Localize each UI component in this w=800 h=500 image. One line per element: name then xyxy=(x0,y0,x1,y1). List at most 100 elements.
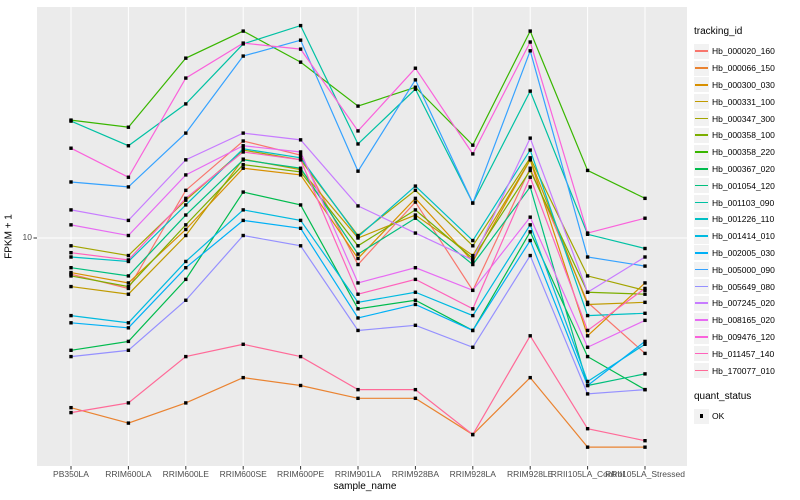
x-axis-title: sample_name xyxy=(333,481,397,492)
data-point xyxy=(241,190,245,194)
legend-line-swatch xyxy=(695,302,708,304)
data-point xyxy=(298,203,303,207)
data-point xyxy=(69,180,73,184)
data-point xyxy=(126,326,131,330)
data-point xyxy=(471,238,475,243)
data-point xyxy=(585,426,590,431)
legend-item: Hb_170077_010 xyxy=(694,362,800,379)
legend-item: Hb_001414_010 xyxy=(694,228,800,245)
legend-item: Hb_002005_030 xyxy=(694,245,800,262)
legend-line-swatch xyxy=(695,167,708,170)
data-point xyxy=(184,213,188,217)
data-point xyxy=(471,258,475,262)
data-point xyxy=(643,264,647,268)
data-point xyxy=(471,345,475,349)
data-point xyxy=(471,201,475,205)
x-tick-label: RRIM928LA xyxy=(449,469,496,479)
quant-ok-label: OK xyxy=(712,411,725,422)
legend-line-swatch xyxy=(695,369,708,372)
data-point xyxy=(126,185,131,189)
data-point xyxy=(241,218,245,223)
data-point xyxy=(126,125,131,129)
data-point xyxy=(356,316,360,320)
legend-item: Hb_000331_100 xyxy=(694,93,800,110)
data-point xyxy=(184,354,188,359)
data-point xyxy=(585,392,590,396)
data-point xyxy=(356,204,360,208)
data-point xyxy=(241,139,245,143)
legend-line-swatch xyxy=(695,117,708,120)
data-point xyxy=(241,208,245,212)
data-point xyxy=(241,162,245,167)
data-point xyxy=(471,262,475,267)
legend-line-swatch xyxy=(695,218,708,220)
data-point xyxy=(241,166,245,170)
legend-key xyxy=(694,228,709,244)
legend-key xyxy=(694,346,709,362)
data-point xyxy=(184,277,188,282)
data-point xyxy=(528,166,532,170)
data-point xyxy=(241,233,245,238)
data-point xyxy=(413,188,418,193)
x-tick-label: RRIM928BA xyxy=(391,469,440,479)
legend-line-swatch xyxy=(695,67,708,69)
data-point xyxy=(643,445,647,449)
data-point xyxy=(585,354,590,359)
data-point xyxy=(585,274,590,278)
legend-key xyxy=(694,60,709,76)
legend-key xyxy=(694,144,709,160)
data-point xyxy=(413,213,418,217)
data-point xyxy=(413,87,418,91)
data-point xyxy=(356,169,360,173)
data-point xyxy=(356,256,360,261)
data-point xyxy=(298,383,303,388)
data-point xyxy=(298,47,303,51)
data-point xyxy=(413,196,418,201)
data-point xyxy=(69,284,73,289)
legend-key xyxy=(694,245,709,261)
data-point xyxy=(241,41,245,45)
data-point xyxy=(528,375,532,380)
data-point xyxy=(126,218,131,223)
legend-label: Hb_001103_090 xyxy=(712,197,775,208)
data-point xyxy=(184,265,188,270)
legend-line-swatch xyxy=(695,268,708,271)
data-point xyxy=(356,307,360,311)
data-point xyxy=(643,286,647,291)
data-point xyxy=(241,131,245,135)
data-point xyxy=(643,439,647,443)
data-point xyxy=(413,78,418,82)
data-point xyxy=(184,198,188,202)
legend-line-swatch xyxy=(695,352,708,355)
data-point xyxy=(69,244,73,248)
data-point xyxy=(528,223,532,227)
data-point xyxy=(528,49,532,53)
data-point xyxy=(413,277,418,282)
data-point xyxy=(69,250,73,255)
legend-key xyxy=(694,178,709,194)
legend-item: Hb_007245_020 xyxy=(694,295,800,312)
black-square-point-icon xyxy=(699,414,704,418)
data-point xyxy=(126,339,131,344)
data-point xyxy=(413,298,418,302)
data-point xyxy=(126,286,131,291)
legend-label: Hb_011457_140 xyxy=(712,348,775,359)
data-point xyxy=(585,255,590,259)
data-point xyxy=(69,223,73,227)
data-point xyxy=(528,253,532,258)
legend-key xyxy=(694,211,709,227)
data-point xyxy=(356,235,360,239)
data-point xyxy=(643,387,647,392)
data-point xyxy=(528,89,532,93)
data-point xyxy=(69,119,73,123)
legend-label: Hb_000347_300 xyxy=(712,113,775,124)
legend-line-swatch xyxy=(695,285,708,288)
legend-item: Hb_005649_080 xyxy=(694,278,800,295)
x-tick-label: RRIM600SE xyxy=(219,469,267,479)
quant-legend-title: quant_status xyxy=(694,390,752,402)
data-point xyxy=(298,170,303,174)
data-point xyxy=(126,292,131,296)
data-point xyxy=(471,328,475,333)
data-point xyxy=(126,175,131,179)
data-point xyxy=(643,246,647,251)
